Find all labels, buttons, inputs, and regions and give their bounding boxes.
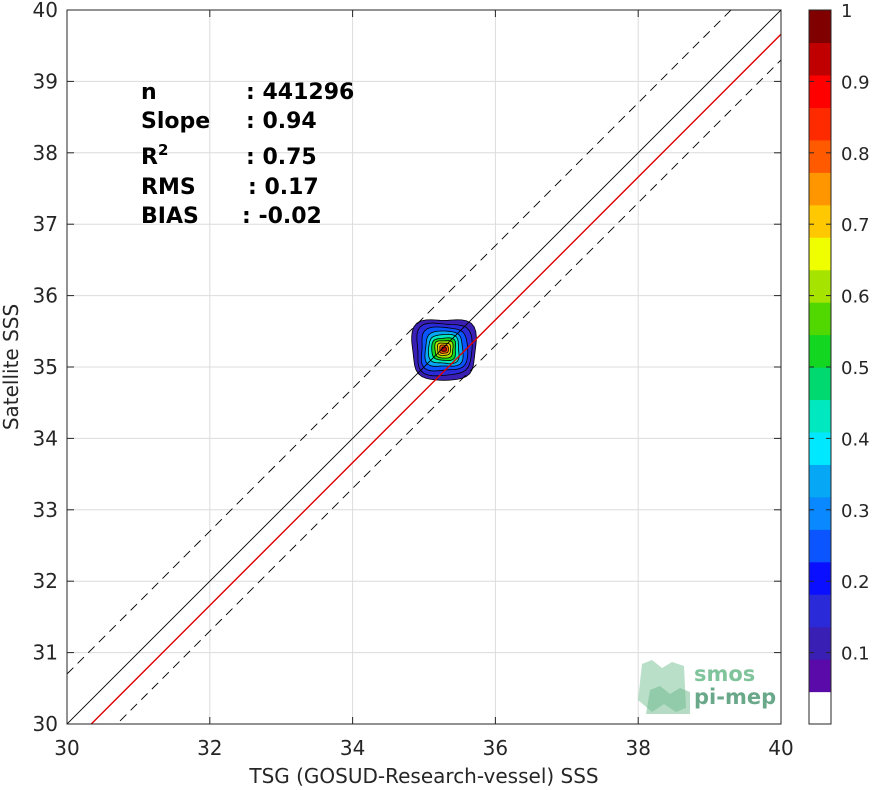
y-tick-label-32: 32 [33, 569, 58, 593]
reference-lines [67, 10, 781, 724]
line-regression [90, 33, 781, 724]
x-tick-label-34: 34 [340, 736, 365, 760]
y-tick-label-33: 33 [33, 498, 58, 522]
colorbar-tick-label-1: 1 [841, 1, 852, 22]
x-axis-ticks: 30 32 34 36 38 40 [54, 10, 794, 760]
colorbar-segment-1 [809, 659, 831, 693]
line-identity [67, 10, 781, 724]
colorbar-segment-12 [809, 302, 831, 336]
stat-label-2: R2 [141, 141, 168, 170]
smos-pimep-logo: smos pi-mep [638, 660, 776, 714]
colorbar-segment-19 [809, 74, 831, 108]
colorbar-tick-label-0.9: 0.9 [841, 72, 870, 93]
colorbar-tick-label-0.5: 0.5 [841, 358, 870, 379]
stat-value-0: : 441296 [246, 80, 354, 105]
x-axis-label: TSG (GOSUD-Research-vessel) SSS [248, 764, 598, 788]
colorbar-tick-label-0.3: 0.3 [841, 501, 870, 522]
y-tick-label-40: 40 [33, 0, 58, 22]
statistics-block: n : 441296 Slope : 0.94 R2 : 0.75 RMS : 0.17 BIA… [141, 80, 354, 229]
colorbar-tick-label-0.2: 0.2 [841, 572, 870, 593]
y-tick-label-38: 38 [33, 141, 58, 165]
colorbar-tick-label-0.6: 0.6 [841, 287, 870, 308]
colorbar-segment-9 [809, 399, 831, 433]
stat-label-3: RMS [141, 175, 196, 200]
density-contours [411, 319, 477, 381]
colorbar-ticks: 0.1 0.2 0.3 0.4 0.5 0.6 0.7 0.8 0.9 1 [809, 1, 870, 665]
colorbar-segment-8 [809, 431, 831, 465]
line-identity-minus [116, 59, 781, 724]
colorbar-segment-17 [809, 139, 831, 173]
x-tick-label-32: 32 [197, 736, 222, 760]
colorbar-segment-10 [809, 367, 831, 401]
x-tick-label-36: 36 [483, 736, 508, 760]
y-tick-label-34: 34 [33, 426, 58, 450]
y-axis-ticks: 30 31 32 33 34 35 36 37 38 39 40 [33, 0, 781, 736]
colorbar-segment-13 [809, 269, 831, 303]
colorbar-segment-21 [809, 10, 831, 44]
y-tick-label-36: 36 [33, 284, 58, 308]
stat-label-0: n [141, 80, 157, 105]
colorbar-segment-16 [809, 172, 831, 206]
line-identity-plus [67, 10, 732, 675]
x-tick-label-30: 30 [54, 736, 79, 760]
colorbar-segment-4 [809, 561, 831, 595]
colorbar-tick-label-0.1: 0.1 [841, 644, 870, 665]
colorbar-tick-label-0.8: 0.8 [841, 144, 870, 165]
colorbar-segment-5 [809, 529, 831, 563]
colorbar-segment-18 [809, 107, 831, 141]
colorbar-segment-6 [809, 496, 831, 530]
y-tick-label-37: 37 [33, 212, 58, 236]
y-tick-label-35: 35 [33, 355, 58, 379]
logo-line2: pi-mep [694, 685, 776, 709]
stat-value-3: : 0.17 [248, 175, 319, 200]
colorbar-segment-14 [809, 237, 831, 271]
y-tick-label-39: 39 [33, 69, 58, 93]
stat-superscript: 2 [158, 141, 168, 159]
colorbar-segment-3 [809, 594, 831, 628]
colorbar-segment-20 [809, 42, 831, 76]
colorbar-segment-0 [809, 691, 831, 725]
y-tick-label-30: 30 [33, 712, 58, 736]
logo-wave-icon-2 [646, 686, 690, 714]
x-tick-label-40: 40 [768, 736, 793, 760]
colorbar-segment-15 [809, 204, 831, 238]
y-tick-label-31: 31 [33, 641, 58, 665]
colorbar [808, 9, 832, 725]
logo-line1: smos [694, 662, 755, 686]
colorbar-tick-label-0.7: 0.7 [841, 215, 870, 236]
stat-label-1: Slope [141, 109, 210, 134]
colorbar-segment-11 [809, 334, 831, 368]
stat-label-4: BIAS [141, 204, 199, 229]
colorbar-segment-2 [809, 626, 831, 660]
stat-value-2: : 0.75 [246, 145, 317, 170]
x-tick-label-38: 38 [625, 736, 650, 760]
colorbar-tick-label-0.4: 0.4 [841, 429, 870, 450]
colorbar-segment-7 [809, 464, 831, 498]
stat-value-1: : 0.94 [246, 109, 317, 134]
stat-value-4: : -0.02 [242, 204, 322, 229]
y-axis-label: Satellite SSS [0, 304, 23, 430]
